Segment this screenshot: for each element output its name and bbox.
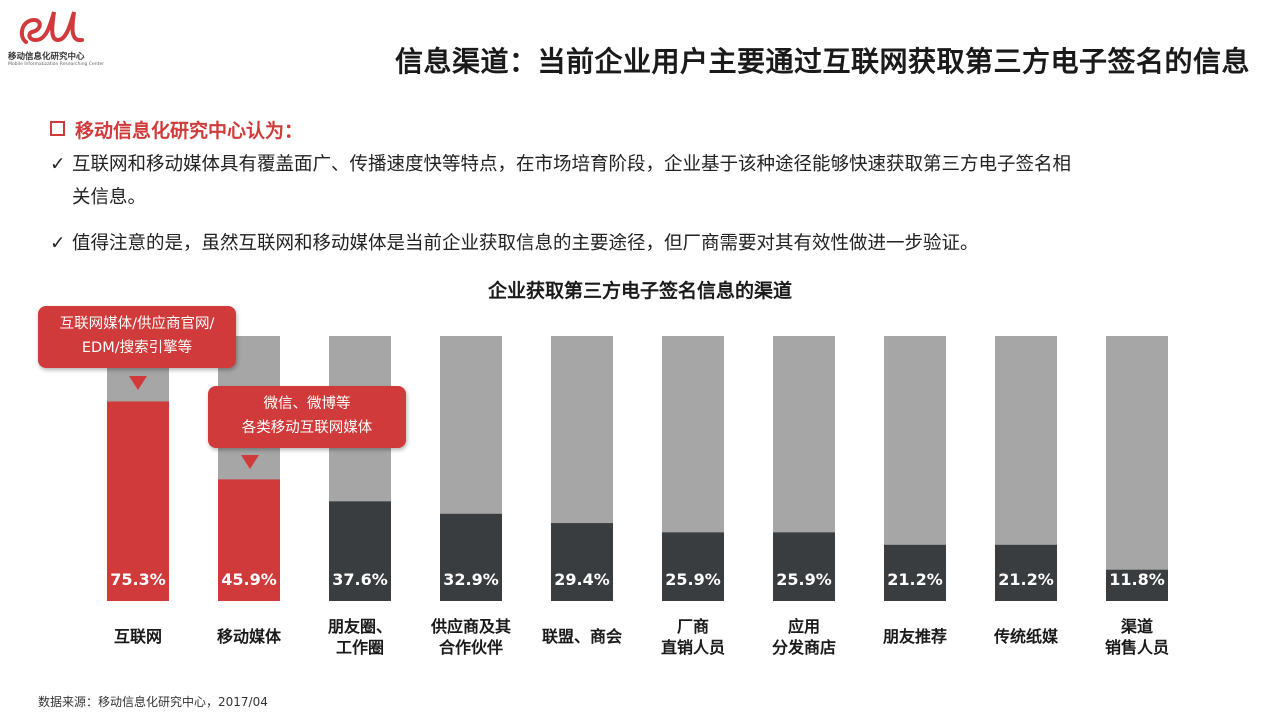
category-label: 渠道	[1121, 617, 1153, 636]
bar	[1106, 569, 1168, 601]
category-label: 移动媒体	[217, 627, 282, 646]
bullet-1-line-2: 关信息。	[72, 187, 147, 208]
bar-value-label: 45.9%	[221, 570, 277, 589]
section-heading-text: 移动信息化研究中心认为：	[75, 120, 304, 142]
bar-background	[1106, 336, 1168, 601]
logo-subtext: Mobile Informatization Researching Cente…	[8, 62, 104, 67]
bar	[662, 532, 724, 601]
callout-internet-line-1: 互联网媒体/供应商官网/	[59, 316, 215, 332]
bullet-point-2: ✓ 值得注意的是，虽然互联网和移动媒体是当前企业获取信息的主要途径，但厂商需要对其…	[50, 227, 1240, 260]
bar-value-label: 25.9%	[665, 570, 721, 589]
category-label: 直销人员	[661, 638, 725, 657]
bar-value-label: 37.6%	[332, 570, 388, 589]
bar	[884, 544, 946, 601]
callout-internet-line-2: EDM/搜索引擎等	[81, 340, 193, 356]
bar	[440, 513, 502, 601]
check-icon: ✓	[50, 154, 66, 175]
bar	[773, 532, 835, 601]
section-heading: 移动信息化研究中心认为：	[50, 116, 303, 143]
bullet-2-text: 值得注意的是，虽然互联网和移动媒体是当前企业获取信息的主要途径，但厂商需要对其有…	[72, 233, 979, 254]
page-title: 信息渠道：当前企业用户主要通过互联网获取第三方电子签名的信息	[394, 45, 1250, 78]
check-icon: ✓	[50, 233, 66, 254]
category-label: 传统纸媒	[993, 627, 1059, 646]
bullet-1-line-1: 互联网和移动媒体具有覆盖面广、传播速度快等特点，在市场培育阶段，企业基于该种途径…	[72, 154, 1072, 175]
brand-logo: 移动信息化研究中心 Mobile Informatization Researc…	[8, 6, 108, 68]
channel-bar-chart: 75.3% 互联网 45.9% 移动媒体 37.6% 朋友圈、工作圈 32.9% 供应商及其合…	[107, 336, 1169, 657]
callout-mobile-media: 微信、微博等 各类移动互联网媒体	[208, 386, 406, 448]
bar	[329, 501, 391, 601]
bar-value-label: 21.2%	[887, 570, 943, 589]
callout-mobile-line-2: 各类移动互联网媒体	[241, 420, 373, 436]
bar-value-label: 75.3%	[110, 570, 166, 589]
callout-internet: 互联网媒体/供应商官网/ EDM/搜索引擎等	[38, 306, 236, 368]
category-label: 朋友推荐	[883, 627, 947, 646]
category-label: 厂商	[677, 617, 709, 636]
category-label: 合作伙伴	[439, 638, 503, 657]
bar-value-label: 29.4%	[554, 570, 610, 589]
bar	[995, 544, 1057, 601]
bar	[551, 523, 613, 601]
callout-pointer-icon	[129, 376, 147, 390]
callout-pointer-icon	[241, 455, 259, 469]
category-label: 供应商及其	[430, 617, 511, 636]
category-label: 分发商店	[772, 638, 836, 657]
category-label: 工作圈	[336, 638, 384, 657]
bullet-point-1: ✓ 互联网和移动媒体具有覆盖面广、传播速度快等特点，在市场培育阶段，企业基于该种途…	[50, 148, 1240, 214]
bar-value-label: 25.9%	[776, 570, 832, 589]
category-label: 联盟、商会	[542, 627, 622, 646]
category-label: 朋友圈、	[328, 617, 392, 636]
category-label: 互联网	[114, 627, 162, 646]
square-bullet-icon	[50, 121, 65, 136]
logo-mark-icon	[19, 11, 84, 44]
callout-mobile-line-1: 微信、微博等	[263, 396, 351, 412]
logo-text: 移动信息化研究中心	[8, 52, 85, 62]
bar	[107, 401, 169, 601]
data-source: 数据来源：移动信息化研究中心，2017/04	[38, 695, 268, 709]
chart-title: 企业获取第三方电子签名信息的渠道	[487, 280, 792, 302]
bar-value-label: 21.2%	[998, 570, 1054, 589]
category-label: 应用	[788, 617, 820, 636]
bar-value-label: 32.9%	[443, 570, 499, 589]
bar-value-label: 11.8%	[1109, 570, 1165, 589]
bar	[218, 479, 280, 601]
category-label: 销售人员	[1105, 638, 1169, 657]
